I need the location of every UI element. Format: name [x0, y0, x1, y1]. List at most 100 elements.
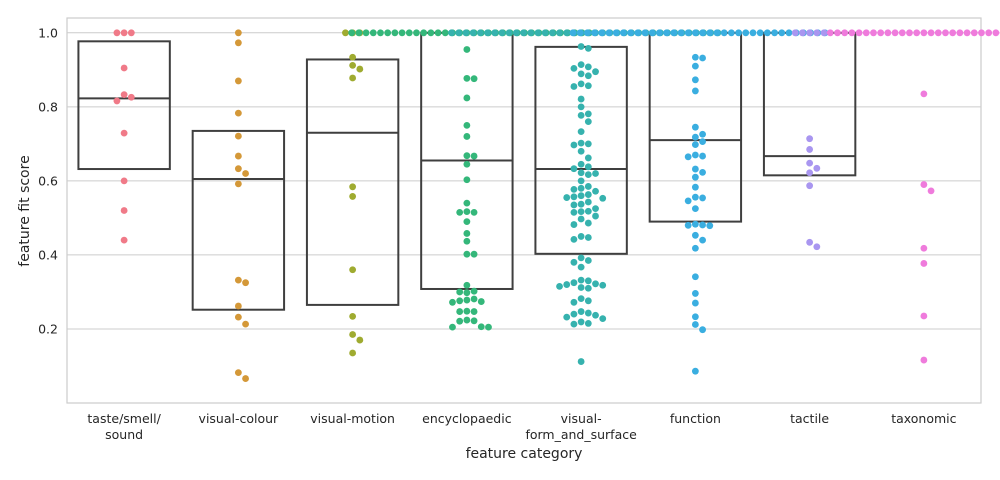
data-point: [584, 198, 592, 206]
data-point: [485, 323, 492, 331]
data-point: [691, 321, 699, 328]
data-point: [234, 29, 242, 37]
data-point: [877, 29, 885, 37]
data-point: [242, 279, 249, 287]
data-point: [920, 244, 928, 252]
data-point: [592, 68, 599, 76]
data-point: [799, 29, 806, 37]
data-point: [349, 53, 357, 61]
data-point: [584, 183, 592, 190]
data-point: [470, 308, 478, 315]
x-tick-labels: taste/smell/sound visual-colour visual-mot…: [87, 411, 956, 442]
data-point: [570, 310, 578, 318]
data-point: [349, 349, 357, 357]
data-point: [576, 29, 584, 37]
data-point: [778, 29, 786, 37]
data-point: [120, 129, 128, 137]
data-point: [584, 82, 592, 90]
data-point: [691, 244, 699, 252]
data-point: [584, 219, 592, 227]
data-point: [691, 29, 699, 37]
data-point: [463, 46, 471, 53]
data-point: [592, 311, 599, 319]
data-point: [713, 29, 721, 37]
data-point: [577, 308, 585, 315]
plot-frame: [66, 17, 982, 404]
y-tick-label: 0.6: [38, 173, 58, 188]
data-point: [670, 29, 678, 37]
data-point: [470, 250, 478, 258]
data-point: [463, 94, 471, 102]
data-point: [356, 336, 364, 344]
data-point: [362, 29, 370, 37]
data-point: [920, 29, 928, 37]
data-point: [120, 236, 128, 244]
data-point: [570, 279, 578, 287]
data-point: [577, 128, 585, 136]
data-point: [520, 29, 527, 37]
data-point: [592, 187, 599, 195]
data-point: [120, 207, 128, 214]
data-point: [377, 29, 384, 37]
data-point: [699, 194, 706, 202]
data-point: [684, 153, 692, 161]
data-point: [806, 159, 814, 167]
data-point: [641, 29, 649, 37]
data-point: [577, 61, 585, 69]
data-point: [484, 29, 491, 37]
data-point: [605, 29, 613, 37]
data-point: [570, 258, 578, 266]
data-point: [691, 193, 699, 201]
data-point: [756, 29, 764, 37]
data-point: [413, 29, 420, 37]
data-point: [456, 208, 464, 216]
data-point: [405, 29, 413, 37]
data-point: [927, 187, 935, 195]
data-point: [342, 29, 349, 37]
data-point: [556, 29, 563, 37]
data-point: [691, 273, 699, 281]
data-point: [806, 146, 814, 153]
data-point: [577, 70, 585, 78]
data-point: [470, 152, 478, 160]
data-point: [691, 173, 699, 181]
data-point: [920, 90, 928, 98]
data-point: [813, 243, 821, 251]
data-point: [920, 356, 928, 364]
data-point: [563, 313, 571, 321]
data-point: [584, 140, 592, 148]
data-point: [456, 308, 464, 315]
data-point: [234, 369, 242, 377]
data-point: [577, 43, 585, 50]
data-point: [706, 29, 714, 37]
data-point: [584, 284, 592, 292]
data-point: [627, 29, 634, 37]
data-point: [584, 309, 592, 317]
y-tick-label: 0.8: [38, 99, 58, 114]
data-point: [434, 29, 442, 37]
data-point: [463, 74, 471, 82]
data-point: [348, 29, 356, 37]
data-point: [577, 263, 585, 271]
data-point: [577, 169, 585, 177]
data-point: [699, 221, 706, 229]
data-point: [583, 29, 591, 37]
data-point: [541, 29, 549, 37]
data-point: [806, 182, 814, 190]
data-point: [648, 29, 656, 37]
data-point: [684, 29, 692, 37]
data-point: [841, 29, 849, 37]
data-point: [970, 29, 978, 37]
data-point: [570, 83, 578, 90]
data-point: [577, 139, 585, 147]
data-point: [577, 215, 585, 223]
data-point: [127, 29, 135, 37]
data-point: [570, 141, 578, 149]
data-point: [420, 29, 428, 37]
data-point: [498, 29, 506, 37]
data-point: [592, 170, 599, 177]
data-point: [234, 77, 242, 85]
data-point: [463, 199, 471, 207]
data-point: [470, 75, 478, 83]
data-point: [920, 260, 928, 267]
